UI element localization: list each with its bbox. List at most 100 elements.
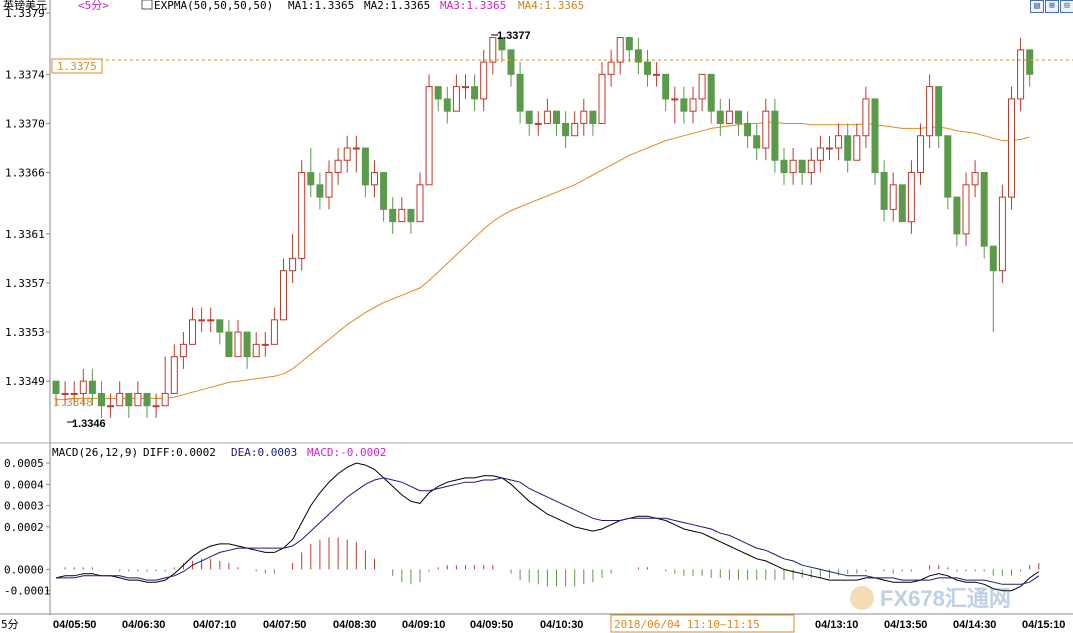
candle: [1026, 49, 1034, 87]
candle-body: [862, 98, 870, 137]
price-tick-label: 1.3370: [5, 117, 45, 130]
candle: [826, 135, 833, 161]
candle: [853, 123, 861, 161]
x-tick-label: 04/13:10: [815, 619, 858, 631]
candle-body: [270, 319, 278, 345]
candle-body: [998, 196, 1006, 272]
candle: [516, 62, 524, 124]
candle: [898, 184, 906, 223]
x-tick-label: 04/13:50: [884, 619, 927, 631]
candle: [771, 98, 779, 173]
x-tick-label: 04/07:10: [193, 619, 236, 631]
watermark-text: FX678汇通网: [880, 586, 1011, 611]
candle: [971, 160, 979, 198]
candle-body: [79, 380, 87, 394]
candle-body: [489, 37, 497, 63]
candle: [216, 319, 224, 345]
candle: [189, 307, 196, 345]
candle-body: [716, 110, 724, 124]
candle-body: [680, 98, 688, 112]
candle: [580, 98, 588, 136]
zoom-icon[interactable]: ⊞: [1045, 0, 1059, 13]
candle: [944, 135, 952, 210]
candle: [598, 62, 606, 124]
candle-body: [971, 172, 979, 186]
candle-body: [735, 110, 742, 124]
candle-body: [725, 110, 733, 124]
candle: [789, 148, 797, 185]
candle-body: [398, 208, 406, 223]
x-tick-label: 04/07:50: [263, 619, 306, 631]
candle: [917, 123, 924, 185]
candle-body: [252, 343, 260, 358]
candle-body: [562, 122, 570, 137]
candle-body: [161, 392, 169, 407]
candle-body: [571, 122, 579, 137]
candle-body: [953, 196, 961, 235]
candle: [680, 86, 688, 124]
candle-body: [462, 86, 469, 89]
candle: [170, 344, 178, 394]
candle: [152, 393, 160, 418]
candle: [862, 86, 870, 148]
candle: [316, 172, 324, 210]
candle-body: [826, 147, 833, 150]
candle-body: [880, 172, 888, 210]
candle: [607, 49, 615, 87]
candle: [425, 74, 433, 186]
candle-body: [416, 184, 424, 223]
date-tooltip-box: [610, 614, 795, 633]
candle: [644, 49, 651, 87]
candle: [452, 74, 460, 112]
candle-body: [543, 110, 551, 124]
candle: [207, 307, 215, 333]
candle-body: [780, 159, 788, 174]
ma1-label: MA1:1.3365: [288, 0, 354, 12]
candle: [79, 368, 87, 406]
macd-diff-label: DIFF:0.0002: [143, 446, 216, 459]
candle-body: [61, 392, 69, 395]
macd-tick-label: 0.0002: [4, 521, 44, 534]
candle: [835, 123, 843, 161]
candle-body: [525, 110, 533, 124]
candle: [480, 49, 488, 112]
candle-body: [898, 184, 906, 223]
candle-body: [198, 319, 206, 322]
candle-body: [134, 392, 142, 407]
candle: [562, 111, 570, 148]
current-price-tag-text: 1.3375: [57, 60, 97, 73]
candle-body: [116, 392, 124, 407]
candle-body: [653, 73, 661, 76]
candle-body: [507, 49, 515, 75]
candle-body: [989, 245, 997, 272]
candle-body: [889, 184, 897, 210]
candle-body: [371, 172, 378, 186]
candle: [980, 172, 988, 259]
candle-body: [207, 319, 215, 322]
macd-dea-label: DEA:0.0003: [231, 446, 297, 459]
x-tick-label: 04/08:30: [333, 619, 376, 631]
candle: [807, 148, 815, 185]
close-icon[interactable]: ⊟: [1060, 0, 1073, 13]
candle: [889, 172, 897, 222]
candle: [689, 86, 697, 124]
panel-toggle-icon[interactable]: ▤: [1030, 0, 1044, 13]
candle-body: [707, 73, 715, 112]
candle-body: [352, 147, 360, 150]
candle: [471, 74, 479, 112]
watermark-logo-icon: [850, 586, 874, 610]
watermark: FX678汇通网: [850, 586, 1011, 611]
candle-body: [380, 172, 388, 210]
x-tick-label: 04/09:10: [402, 619, 445, 631]
x-tick-label: 04/06:30: [122, 619, 165, 631]
candle-body: [334, 159, 342, 174]
candle-body: [425, 86, 433, 186]
macd-tick-label: -0.0001: [4, 585, 50, 598]
candle-body: [616, 37, 624, 63]
candle-body: [434, 86, 442, 100]
candle: [225, 319, 233, 358]
candle-body: [325, 172, 333, 198]
candle: [1008, 86, 1015, 210]
candle-body: [407, 208, 415, 223]
candle-body: [926, 86, 934, 137]
